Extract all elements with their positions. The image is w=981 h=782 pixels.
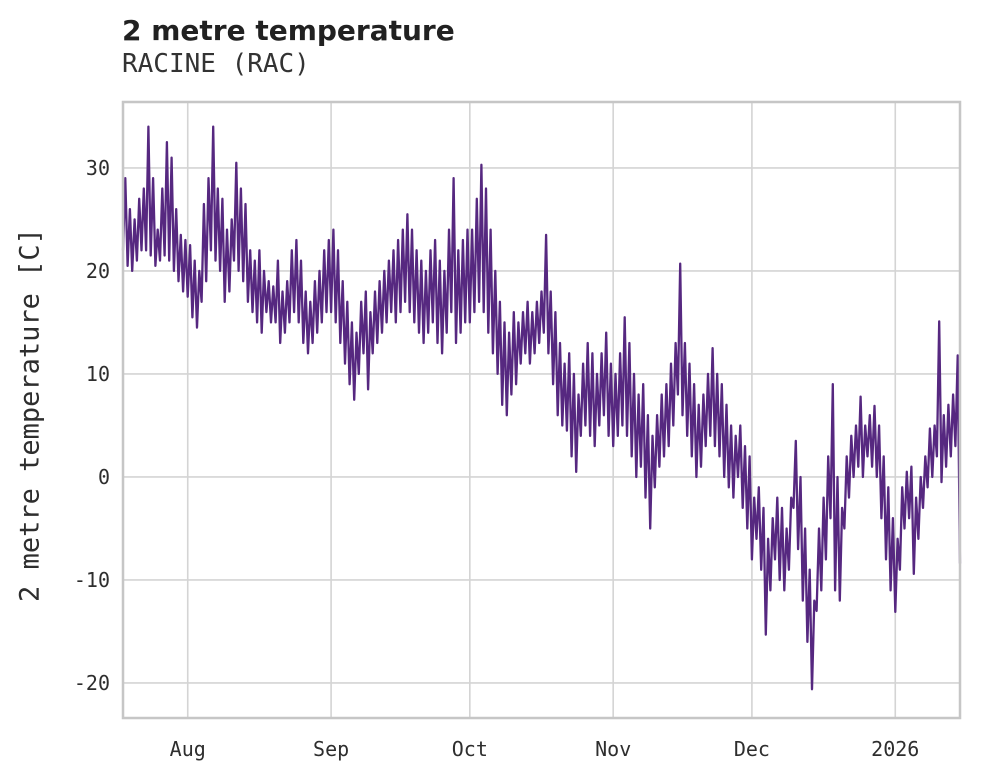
plot-border [121,100,962,720]
y-tick-label: -20 [74,671,110,695]
x-tick-label: Aug [170,737,206,761]
y-tick-label: 30 [86,156,110,180]
chart-title: 2 metre temperature [122,14,455,47]
y-tick-label: 0 [98,465,110,489]
series-layer [121,125,962,691]
x-tick-label: Oct [452,737,488,761]
tick-label-layer: 30 20 10 0 -10 -20 Aug Sep Oct Nov Dec 2026 [74,156,919,761]
axis-layer [121,100,962,720]
temperature-line [121,125,962,691]
x-tick-label: Dec [734,737,770,761]
y-tick-label: 10 [86,362,110,386]
x-tick-label: 2026 [871,737,919,761]
x-tick-label: Nov [595,737,631,761]
y-tick-label: -10 [74,568,110,592]
chart-subtitle-station: RACINE (RAC) [122,49,310,79]
grid-layer [123,102,960,718]
x-tick-label: Sep [313,737,349,761]
y-tick-label: 20 [86,259,110,283]
